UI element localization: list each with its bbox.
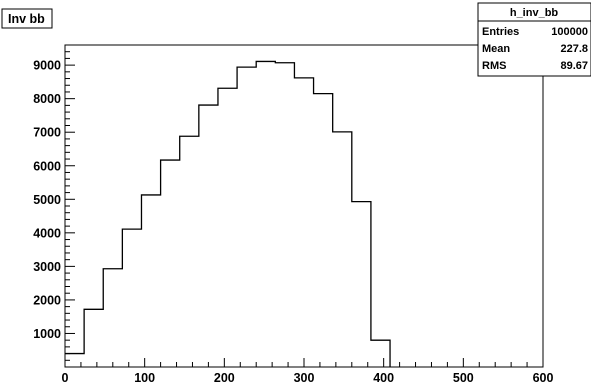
stats-entries-value: 100000 [551, 26, 588, 38]
title-box: Inv bb [1, 8, 53, 29]
histogram-bin [237, 67, 256, 367]
x-tick-label: 400 [373, 371, 394, 385]
histogram-bin [333, 132, 352, 367]
histogram-bins [65, 61, 390, 367]
y-tick-label: 5000 [33, 193, 61, 207]
y-tick-label: 7000 [33, 126, 61, 140]
x-tick-label: 600 [533, 371, 554, 385]
x-axis: 0 100 200 300 400 500 600 [62, 358, 554, 385]
chart-title: Inv bb [8, 12, 45, 26]
histogram-bin [256, 61, 275, 367]
y-tick-label: 3000 [33, 260, 61, 274]
histogram-bin [84, 309, 103, 367]
histogram-series [65, 60, 391, 367]
y-tick-label: 8000 [33, 92, 61, 106]
histogram-bin [371, 340, 390, 367]
histogram-bin [352, 202, 371, 367]
stats-rms-value: 89.67 [560, 60, 588, 72]
x-tick-label: 100 [134, 371, 155, 385]
histogram-bin [314, 94, 333, 367]
y-tick-label: 9000 [33, 59, 61, 73]
histogram-bin [275, 63, 294, 367]
histogram-bin [199, 105, 218, 367]
plot-frame [64, 44, 544, 368]
x-tick-label: 300 [294, 371, 315, 385]
stats-mean-label: Mean [482, 43, 510, 55]
title-box-frame [1, 8, 53, 29]
y-tick-label: 6000 [33, 159, 61, 173]
histogram-bin [122, 229, 141, 367]
stats-box-name: h_inv_bb [510, 7, 559, 19]
x-tick-label: 500 [453, 371, 474, 385]
histogram-bin [218, 88, 237, 367]
histogram-bin [294, 78, 313, 367]
x-tick-label: 200 [214, 371, 235, 385]
histogram-bin [161, 160, 180, 367]
y-axis: 1000 2000 3000 4000 5000 6000 7000 8000 9000 [33, 44, 75, 368]
stats-rms-label: RMS [482, 60, 506, 72]
histogram-bin [180, 136, 199, 367]
histogram-bin [103, 269, 122, 367]
histogram-bin [141, 195, 160, 367]
stats-box: h_inv_bb Entries 100000 Mean 227.8 RMS 8… [477, 2, 591, 77]
stats-mean-value: 227.8 [560, 43, 588, 55]
stats-entries-label: Entries [482, 26, 519, 38]
y-tick-label: 1000 [33, 327, 61, 341]
stats-box-frame [477, 2, 591, 77]
y-tick-label: 2000 [33, 293, 61, 307]
y-tick-label: 4000 [33, 226, 61, 240]
x-tick-label: 0 [62, 371, 69, 385]
